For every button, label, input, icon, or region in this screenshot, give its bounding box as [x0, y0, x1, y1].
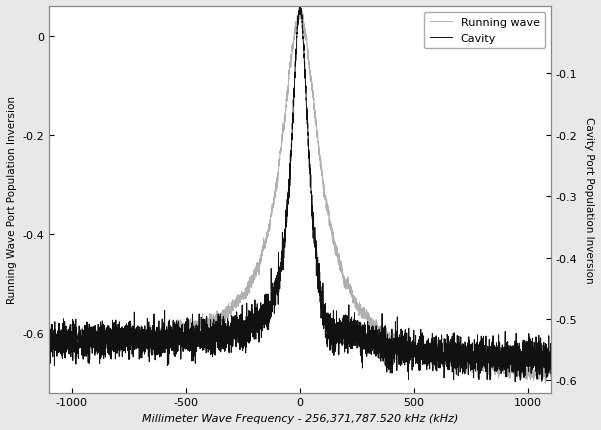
Y-axis label: Running Wave Port Population Inversion: Running Wave Port Population Inversion — [7, 96, 17, 304]
Y-axis label: Cavity Port Population Inversion: Cavity Port Population Inversion — [584, 117, 594, 283]
Legend: Running wave, Cavity: Running wave, Cavity — [424, 12, 545, 49]
X-axis label: Millimeter Wave Frequency - 256,371,787.520 kHz (kHz): Millimeter Wave Frequency - 256,371,787.… — [142, 413, 458, 423]
